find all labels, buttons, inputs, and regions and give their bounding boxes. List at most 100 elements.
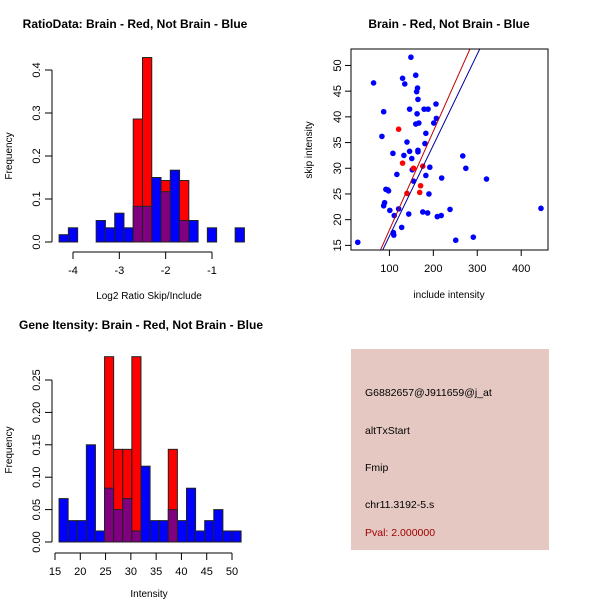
not-brain-bar xyxy=(58,498,69,543)
not-brain-fit-line xyxy=(382,49,481,250)
not-brain-point xyxy=(380,202,387,209)
intensity-histogram-panel: Gene Itensity: Brain - Red, Not Brain - … xyxy=(4,318,263,600)
not-brain-point xyxy=(447,206,453,213)
y-tick-label: 0.05 xyxy=(31,499,43,520)
not-brain-bar xyxy=(222,530,233,543)
x-tick-label: 15 xyxy=(49,566,61,578)
not-brain-point xyxy=(422,140,428,147)
y-tick-label: 0.20 xyxy=(31,402,43,423)
not-brain-point xyxy=(387,207,393,214)
not-brain-point xyxy=(413,88,420,95)
not-brain-bar xyxy=(67,520,78,543)
not-brain-point xyxy=(538,205,544,212)
probe-id: G6882657@J911659@j_at xyxy=(365,387,492,399)
overlap-bar xyxy=(122,498,133,543)
overlap-bar xyxy=(160,191,171,243)
not-brain-bar xyxy=(123,227,134,243)
brain-point xyxy=(395,126,402,132)
intensity-histogram-xlabel: Intensity xyxy=(130,589,167,600)
y-tick-label: 50 xyxy=(332,59,344,71)
not-brain-point xyxy=(416,120,422,126)
not-brain-point xyxy=(401,152,407,159)
x-tick-label: 50 xyxy=(226,566,238,578)
overlap-bar xyxy=(113,509,124,543)
not-brain-point xyxy=(423,130,429,137)
brain-point xyxy=(417,182,424,189)
ratio-histogram-panel: RatioData: Brain - Red, Not Brain - Blue… xyxy=(4,17,248,302)
ratio-histogram-ylabel: Frequency xyxy=(4,132,15,179)
not-brain-bar xyxy=(176,520,187,543)
not-brain-point xyxy=(434,213,441,220)
y-tick-label: 0.25 xyxy=(31,369,43,390)
genomic-location: chr11.3192-5.s xyxy=(365,499,434,511)
x-tick-label: 200 xyxy=(424,263,442,275)
brain-point xyxy=(404,190,410,197)
not-brain-bar xyxy=(114,212,125,243)
not-brain-point xyxy=(438,175,445,181)
not-brain-point xyxy=(398,224,405,231)
y-tick-label: 0.4 xyxy=(31,62,43,77)
not-brain-bar xyxy=(234,227,245,243)
not-brain-point xyxy=(409,155,415,162)
not-brain-bar xyxy=(231,530,242,543)
brain-fit-line xyxy=(379,49,471,250)
not-brain-point xyxy=(404,139,410,145)
brain-point xyxy=(410,165,417,172)
not-brain-bar xyxy=(195,530,206,543)
not-brain-bar xyxy=(204,520,215,543)
not-brain-point xyxy=(470,234,477,240)
ratio-histogram-title: RatioData: Brain - Red, Not Brain - Blue xyxy=(23,17,248,31)
y-tick-label: 0.00 xyxy=(31,531,43,552)
scatter-xlabel: include intensity xyxy=(413,290,484,301)
not-brain-point xyxy=(421,106,427,112)
x-tick-label: 300 xyxy=(468,263,486,275)
not-brain-point xyxy=(414,110,420,117)
overlap-bar xyxy=(179,220,190,243)
not-brain-point xyxy=(415,96,421,103)
y-tick-label: 0.3 xyxy=(31,105,43,120)
not-brain-point xyxy=(433,115,440,122)
overlap-bar xyxy=(141,205,153,243)
not-brain-bar xyxy=(185,487,197,543)
y-tick-label: 0.10 xyxy=(31,466,43,487)
x-tick-label: 30 xyxy=(125,566,137,578)
not-brain-point xyxy=(408,54,414,61)
not-brain-point xyxy=(406,106,413,112)
not-brain-point xyxy=(425,106,431,112)
x-tick-label: 35 xyxy=(150,566,162,578)
not-brain-point xyxy=(483,176,490,182)
not-brain-bar xyxy=(58,234,69,243)
brain-point xyxy=(399,160,406,166)
x-tick-label: 100 xyxy=(380,263,398,275)
y-tick-label: 35 xyxy=(332,136,344,148)
not-brain-point xyxy=(423,172,429,179)
not-brain-point xyxy=(390,232,397,238)
pval-text: Pval: 2.000000 xyxy=(365,527,435,539)
not-brain-bar xyxy=(95,220,106,243)
not-brain-point xyxy=(433,101,439,107)
not-brain-bar xyxy=(188,220,199,243)
not-brain-point xyxy=(384,187,391,193)
not-brain-point xyxy=(401,81,408,87)
y-tick-label: 40 xyxy=(332,111,344,123)
not-brain-point xyxy=(463,165,469,172)
x-tick-label: -3 xyxy=(114,265,124,277)
not-brain-point xyxy=(390,150,396,157)
x-tick-label: 45 xyxy=(201,566,213,578)
overlap-bar xyxy=(104,487,115,543)
not-brain-bar xyxy=(151,177,162,243)
not-brain-bar xyxy=(104,227,116,243)
scatter-title: Brain - Red, Not Brain - Blue xyxy=(368,17,530,31)
info-panel: G6882657@J911659@j_at altTxStart Fmip ch… xyxy=(351,349,549,550)
y-tick-label: 0.15 xyxy=(31,434,43,455)
not-brain-point xyxy=(426,191,432,197)
overlap-bar xyxy=(131,530,142,543)
not-brain-point xyxy=(394,171,400,178)
not-brain-bar xyxy=(140,465,151,543)
y-tick-label: 0.1 xyxy=(31,191,43,206)
not-brain-point xyxy=(452,237,459,244)
not-brain-point xyxy=(354,239,361,246)
y-tick-label: 20 xyxy=(332,214,344,226)
not-brain-bar xyxy=(206,227,218,243)
